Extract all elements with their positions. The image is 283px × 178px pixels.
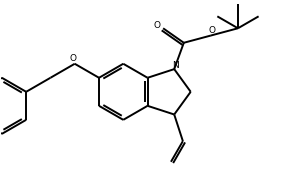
Text: O: O	[153, 21, 160, 30]
Text: N: N	[172, 61, 179, 70]
Text: O: O	[208, 26, 215, 35]
Text: O: O	[70, 54, 77, 63]
